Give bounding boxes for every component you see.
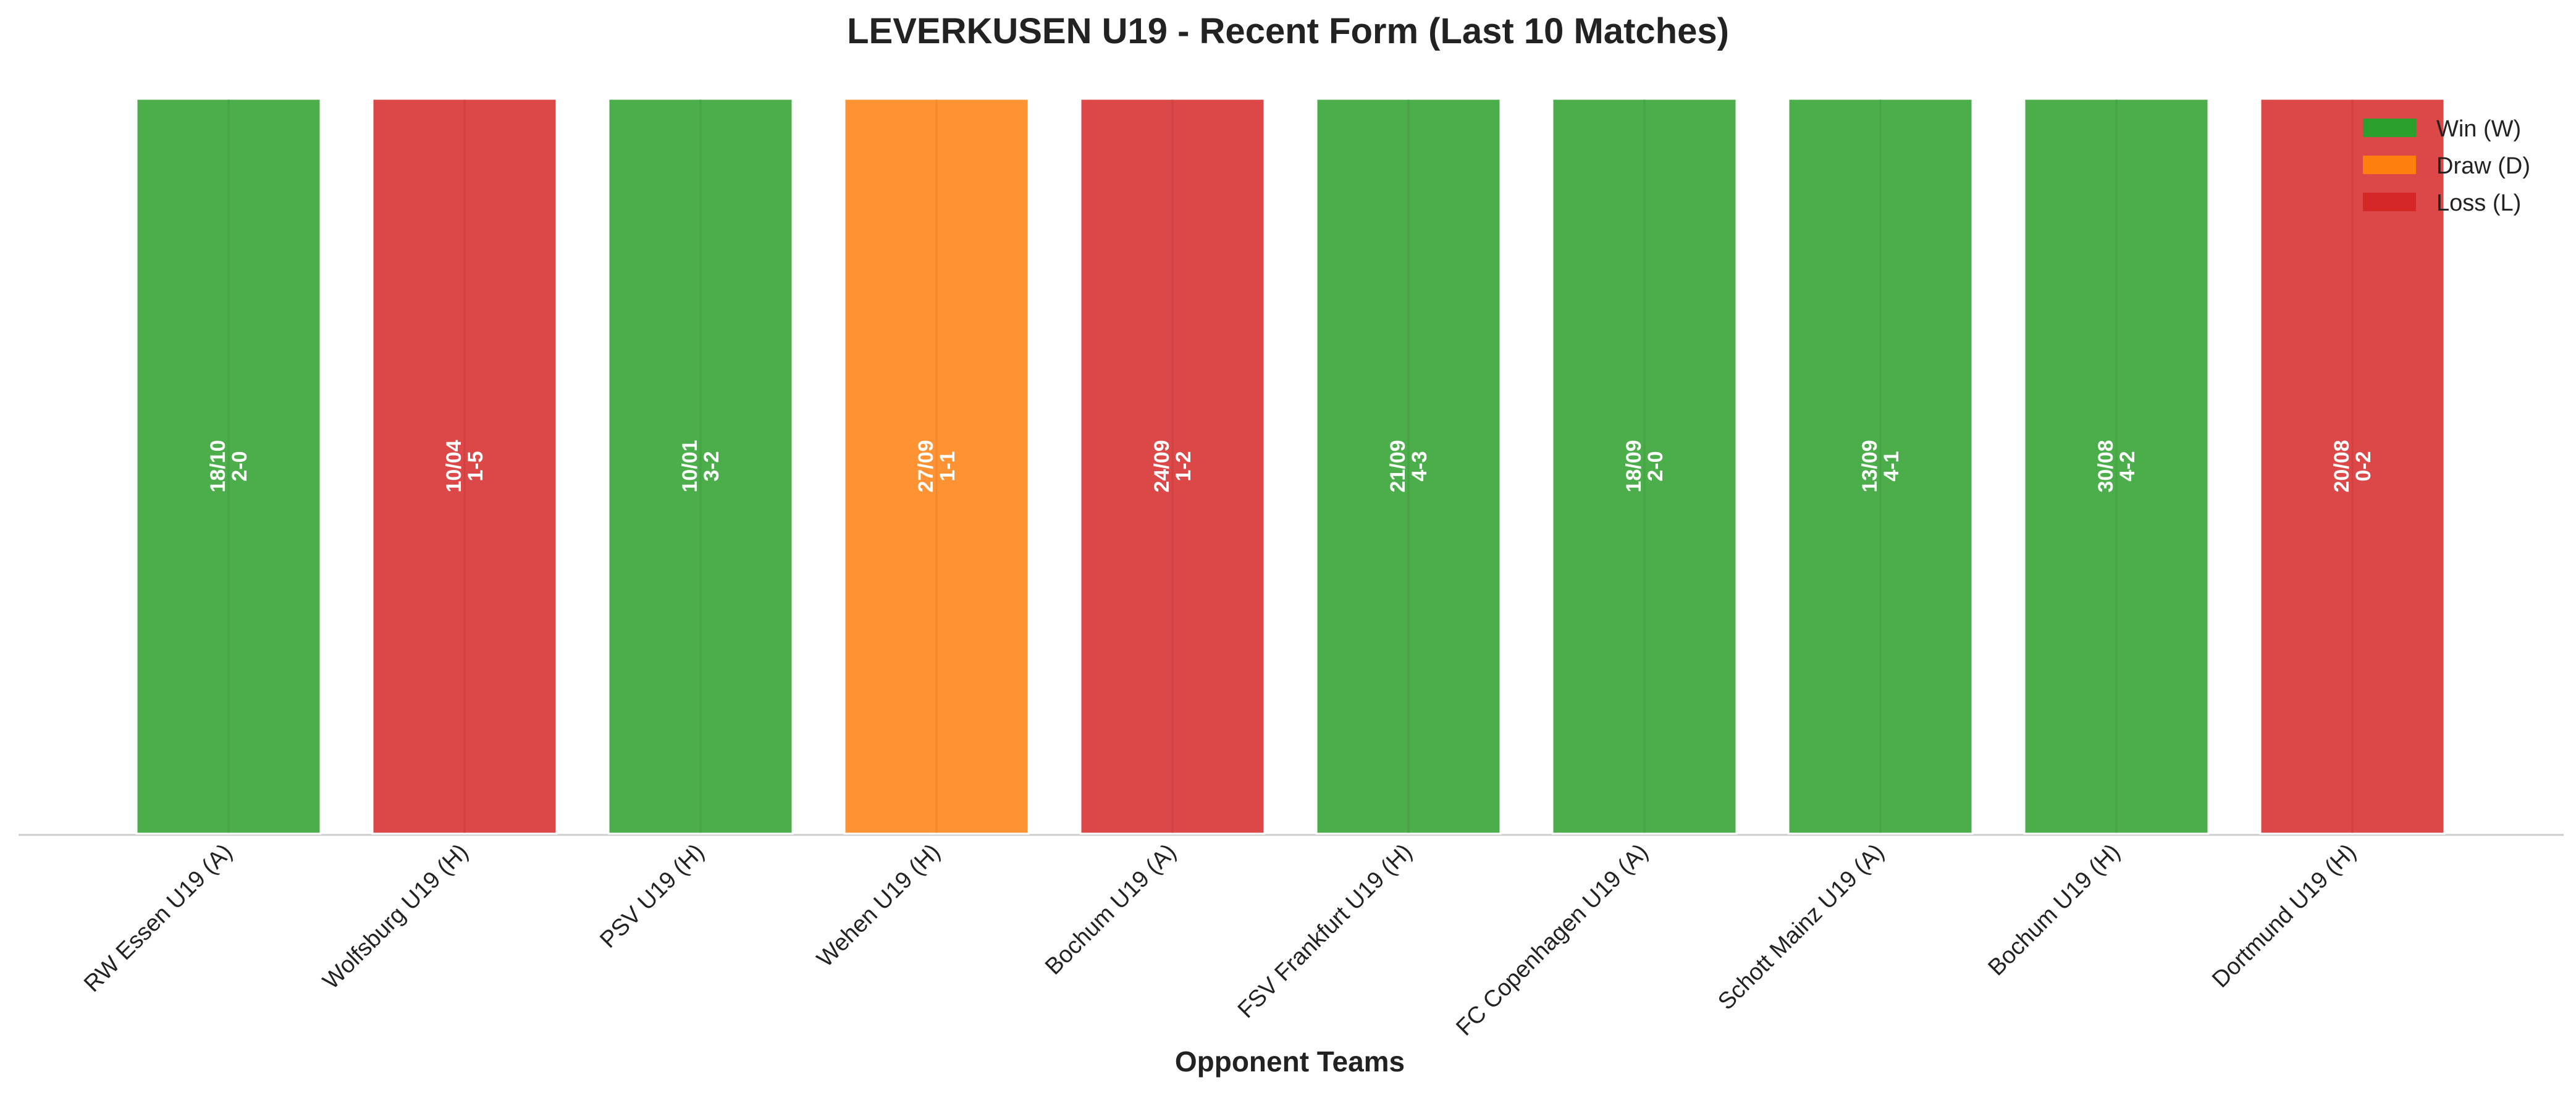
bar-3[interactable]: [607, 98, 794, 835]
bar-score-label: 4-2: [2116, 451, 2139, 481]
bar-label-9: 30/084-2: [2094, 440, 2139, 492]
bar-date-label: 24/09: [1150, 440, 1174, 492]
legend-label-d: Draw (D): [2436, 153, 2530, 179]
x-tick-label-3: PSV U19 (H): [595, 839, 709, 953]
x-tick-label-8: Schott Mainz U19 (A): [1713, 839, 1889, 1015]
bar-9[interactable]: [2023, 98, 2210, 835]
x-tick-label-9: Bochum U19 (H): [1984, 839, 2126, 981]
bar-date-label: 18/10: [206, 440, 230, 492]
bar-score-label: 1-5: [464, 451, 487, 481]
bar-1[interactable]: [135, 98, 322, 835]
bar-date-label: 27/09: [914, 440, 938, 492]
bar-label-8: 13/094-1: [1858, 440, 1903, 492]
legend[interactable]: Win (W) Draw (D) Loss (L): [2363, 116, 2530, 216]
bar-2[interactable]: [371, 98, 558, 835]
bar-score-label: 2-0: [1644, 451, 1667, 481]
bar-label-2: 10/041-5: [442, 440, 487, 492]
bar-score-label: 0-2: [2352, 451, 2375, 481]
bars-layer: [135, 98, 2446, 835]
bar-score-label: 4-1: [1880, 451, 1903, 481]
bar-10[interactable]: [2259, 98, 2446, 835]
bar-label-10: 20/080-2: [2330, 440, 2375, 492]
x-tick-label-10: Dortmund U19 (H): [2207, 839, 2361, 993]
bar-score-label: 3-2: [700, 451, 723, 481]
legend-label-w: Win (W): [2436, 116, 2521, 142]
bar-score-label: 2-0: [228, 451, 251, 481]
x-axis-label: Opponent Teams: [1175, 1045, 1405, 1078]
x-tick-label-1: RW Essen U19 (A): [79, 839, 237, 997]
chart-title: LEVERKUSEN U19 - Recent Form (Last 10 Ma…: [847, 11, 1729, 51]
x-tick-label-6: FSV Frankfurt U19 (H): [1233, 839, 1417, 1023]
legend-swatch-d: [2363, 156, 2416, 174]
bar-label-1: 18/102-0: [206, 440, 251, 492]
bar-score-label: 4-3: [1408, 451, 1431, 481]
x-tick-label-2: Wolfsburg U19 (H): [318, 839, 474, 995]
bar-label-7: 18/092-0: [1622, 440, 1667, 492]
bar-5[interactable]: [1079, 98, 1266, 835]
x-tick-labels: RW Essen U19 (A) Wolfsburg U19 (H) PSV U19…: [79, 839, 2361, 1041]
bar-date-label: 30/08: [2094, 440, 2118, 492]
bar-date-label: 21/09: [1386, 440, 1410, 492]
bar-4[interactable]: [843, 98, 1030, 835]
bar-7[interactable]: [1551, 98, 1738, 835]
bar-date-label: 20/08: [2330, 440, 2354, 492]
legend-swatch-l: [2363, 193, 2416, 211]
bar-label-3: 10/013-2: [678, 440, 723, 492]
bar-score-label: 1-1: [936, 451, 959, 481]
bar-label-5: 24/091-2: [1150, 440, 1195, 492]
bar-8[interactable]: [1787, 98, 1974, 835]
bar-label-4: 27/091-1: [914, 440, 959, 492]
bar-score-label: 1-2: [1172, 451, 1195, 481]
legend-label-l: Loss (L): [2436, 190, 2521, 216]
bar-date-label: 10/04: [442, 440, 466, 492]
x-tick-label-5: Bochum U19 (A): [1040, 839, 1181, 980]
x-tick-label-4: Wehen U19 (H): [812, 839, 945, 973]
bar-date-label: 18/09: [1622, 440, 1646, 492]
legend-swatch-w: [2363, 119, 2416, 137]
bar-labels-layer: 18/102-0 10/041-5 10/013-2 27/091-1 24/091-2…: [206, 440, 2375, 492]
bar-label-6: 21/094-3: [1386, 440, 1431, 492]
bar-date-label: 13/09: [1858, 440, 1882, 492]
bar-date-label: 10/01: [678, 440, 702, 492]
bar-6[interactable]: [1315, 98, 1502, 835]
x-tick-label-7: FC Copenhagen U19 (A): [1451, 839, 1653, 1041]
